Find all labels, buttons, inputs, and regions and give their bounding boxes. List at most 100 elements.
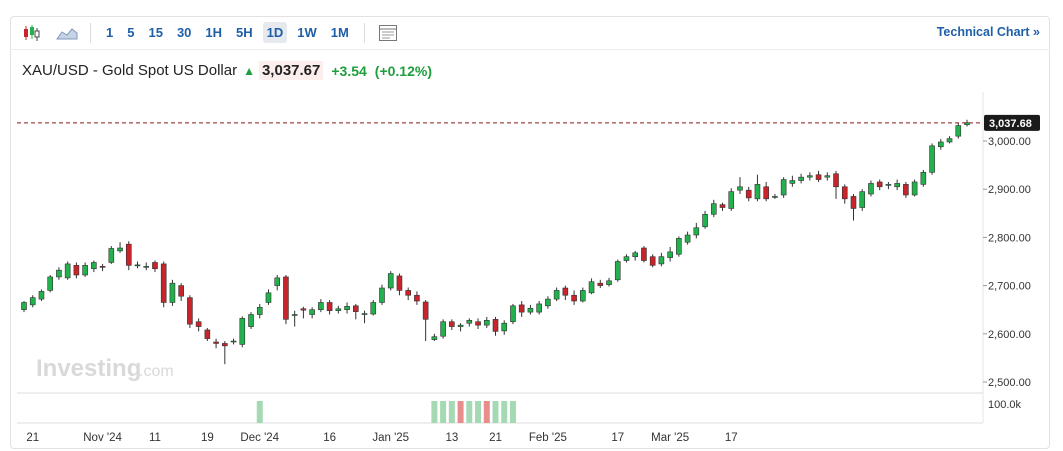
candle-body-down [125, 243, 132, 266]
candle [178, 283, 184, 302]
chart-grid [17, 92, 984, 424]
candle-body-up [667, 251, 673, 258]
candle-body-up [676, 238, 682, 255]
candle-body-down [73, 265, 80, 276]
candle [466, 318, 473, 327]
candle-body-up [47, 276, 53, 291]
candle [73, 262, 80, 279]
timeframe-1[interactable]: 1 [106, 25, 114, 40]
volume-bar [509, 401, 516, 423]
candle [483, 316, 490, 329]
candle [256, 303, 263, 319]
candle [143, 262, 150, 271]
x-tick-label: Jan '25 [372, 432, 409, 444]
candle-body-up [728, 191, 735, 209]
candle [152, 260, 158, 273]
candle [492, 316, 499, 336]
candle [291, 310, 298, 327]
candle-body-up [248, 314, 254, 327]
candle [597, 279, 604, 289]
candle-body-up [344, 306, 350, 310]
area-chart-icon[interactable] [52, 21, 82, 45]
candle-body-up [911, 181, 918, 196]
candle [222, 341, 228, 365]
candle [911, 179, 918, 197]
volume-bar [483, 401, 490, 423]
candle [859, 189, 866, 211]
volume-scale-label: 100.0k [988, 399, 1022, 411]
candle-body-up [117, 247, 123, 252]
candle-body-down [414, 294, 420, 302]
watermark: Investing .com [36, 355, 174, 382]
candlestick-icon[interactable] [16, 21, 46, 45]
timeframe-1m[interactable]: 1M [330, 25, 349, 40]
candle [99, 263, 106, 272]
candle [134, 261, 141, 269]
timeframe-1d[interactable]: 1D [262, 22, 288, 43]
candle [405, 287, 411, 301]
candle [824, 172, 831, 181]
x-tick-label: 11 [149, 432, 161, 444]
candle-body-down [396, 275, 403, 291]
candle [903, 181, 909, 198]
candle [335, 305, 342, 314]
timeframe-1w[interactable]: 1W [297, 25, 317, 40]
candle-body-down [326, 302, 333, 311]
candle [946, 136, 953, 144]
candle-body-up [274, 277, 281, 286]
candle-body-up [614, 261, 621, 281]
candle-body-down [204, 329, 211, 339]
candle-body-up [929, 145, 935, 173]
candle-body-up [457, 324, 464, 327]
candle-body-down [352, 305, 359, 312]
candle [475, 318, 481, 329]
timeframe-30[interactable]: 30 [176, 25, 192, 40]
candle [274, 274, 281, 291]
candle [108, 246, 115, 264]
candle-body-down [405, 290, 411, 296]
timeframe-5[interactable]: 5 [127, 25, 135, 40]
candle-body-up [894, 183, 900, 188]
candle-body-down [99, 266, 106, 268]
candle-body-up [938, 141, 944, 148]
y-tick-label: 2,500.00 [988, 377, 1031, 389]
y-tick-label: 2,800.00 [988, 232, 1031, 244]
candle [326, 300, 333, 315]
timeframe-5h[interactable]: 5H [236, 25, 253, 40]
candle-body-up [510, 305, 516, 323]
layout-icon[interactable] [373, 21, 403, 45]
candle-body-up [955, 125, 962, 137]
timeframe-1h[interactable]: 1H [205, 25, 223, 40]
candle [868, 180, 874, 197]
candle-body-up [134, 264, 141, 267]
candle [798, 173, 804, 184]
timeframe-15[interactable]: 15 [148, 25, 163, 40]
price-change: +3.54 [331, 62, 367, 79]
candle [728, 188, 735, 211]
candle [82, 262, 88, 277]
y-tick-label: 3,000.00 [988, 136, 1031, 148]
candle [318, 299, 324, 313]
candle-body-up [710, 203, 717, 215]
candle [29, 295, 36, 308]
candle [21, 301, 27, 313]
candle [361, 310, 368, 324]
candle-body-up [772, 196, 778, 198]
candle-body-up [658, 256, 665, 265]
technical-chart-link[interactable]: Technical Chart » [937, 25, 1040, 39]
candle [387, 271, 394, 291]
candle-body-up [754, 184, 761, 200]
candle-body-up [335, 308, 342, 311]
candle [160, 261, 167, 308]
volume-bar [256, 401, 263, 423]
candle [169, 279, 176, 306]
candle-body-down [745, 189, 752, 199]
chart-toolbar: 1 5 15 30 1H 5H 1D 1W 1M Technical Chart… [10, 16, 1050, 50]
candle [920, 169, 927, 187]
candle [553, 287, 560, 302]
candle [789, 175, 796, 187]
volume-bar [431, 401, 438, 423]
candle-body-up [466, 320, 473, 324]
candle-body-up [265, 292, 272, 303]
